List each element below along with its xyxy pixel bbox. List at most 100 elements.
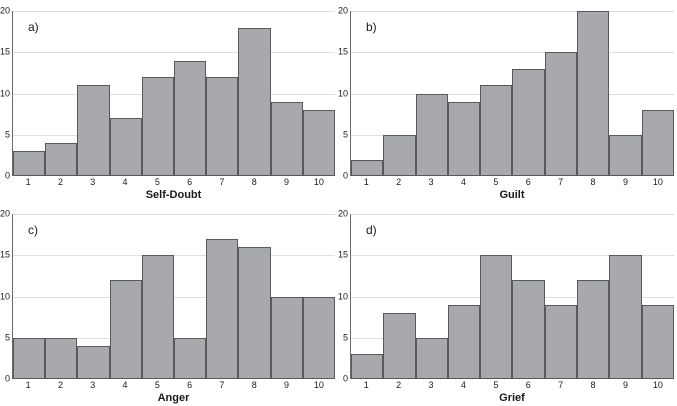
gridline xyxy=(351,52,674,54)
plot-area: d) xyxy=(350,214,674,379)
y-tick-label: 0 xyxy=(342,170,348,181)
x-tick-label: 7 xyxy=(558,380,564,390)
x-tick-label: 6 xyxy=(187,177,193,187)
bar xyxy=(13,337,46,379)
bar xyxy=(45,337,78,379)
y-tick-label: 10 xyxy=(0,88,10,98)
bar xyxy=(141,255,175,379)
bar xyxy=(447,101,481,176)
bar xyxy=(270,101,303,176)
y-tick-label: 20 xyxy=(0,208,10,219)
bar xyxy=(512,68,545,176)
y-tick-label: 5 xyxy=(4,129,10,140)
x-tick-label: 10 xyxy=(652,380,663,390)
y-tick-label: 15 xyxy=(0,46,10,57)
x-tick-label: 1 xyxy=(25,177,31,187)
chart-title: Grief xyxy=(499,392,525,404)
x-tick-label: 9 xyxy=(284,177,290,187)
x-tick-label: 2 xyxy=(396,177,402,187)
bar xyxy=(577,280,610,379)
bar xyxy=(609,134,642,176)
x-tick-label: 1 xyxy=(363,177,369,187)
x-tick-label: 10 xyxy=(313,177,324,187)
y-tick-label: 0 xyxy=(342,373,348,384)
y-axis: 0 5 10 15 20 xyxy=(0,6,12,180)
x-tick-label: 1 xyxy=(363,380,369,390)
x-tick-label: 9 xyxy=(622,380,628,390)
bar xyxy=(45,143,78,176)
chart-grief: 0 5 10 15 20 d) 1 2 3 4 5 6 7 8 9 10 Grief xyxy=(338,203,677,406)
bar xyxy=(480,255,513,379)
x-tick-label: 6 xyxy=(525,380,531,390)
panel-label: a) xyxy=(28,20,39,34)
x-tick-label: 2 xyxy=(396,380,402,390)
bar xyxy=(109,280,142,379)
x-tick-label: 8 xyxy=(251,380,257,390)
x-tick-label: 7 xyxy=(219,380,225,390)
y-tick-label: 15 xyxy=(338,249,348,260)
gridline xyxy=(13,52,335,54)
x-tick-label: 5 xyxy=(154,177,160,187)
bar xyxy=(270,296,303,379)
x-tick-label: 5 xyxy=(493,177,499,187)
plot-area: c) xyxy=(12,214,336,379)
x-tick-label: 3 xyxy=(428,177,434,187)
x-tick-label: 2 xyxy=(57,380,63,390)
chart-guilt: 0 5 10 15 20 b) 1 2 3 4 5 6 7 8 9 10 Guilt xyxy=(338,0,677,203)
y-tick-label: 10 xyxy=(338,291,348,301)
x-tick-label: 9 xyxy=(284,380,290,390)
bar xyxy=(13,151,46,176)
gridline xyxy=(13,11,335,12)
bar xyxy=(238,27,271,176)
bar xyxy=(302,296,336,379)
x-tick-label: 7 xyxy=(219,177,225,187)
y-tick-label: 0 xyxy=(4,170,10,181)
plot-area-wrap: 0 5 10 15 20 a) xyxy=(0,6,336,180)
y-tick-label: 20 xyxy=(338,5,348,16)
x-tick-label: 8 xyxy=(590,380,596,390)
bar xyxy=(141,77,175,176)
bar xyxy=(206,238,239,379)
bar xyxy=(206,77,239,176)
y-tick-label: 20 xyxy=(0,5,10,16)
x-tick-label: 8 xyxy=(590,177,596,187)
bar xyxy=(544,52,578,176)
y-tick-label: 10 xyxy=(0,291,10,301)
y-tick-label: 0 xyxy=(4,373,10,384)
bars xyxy=(351,11,674,176)
x-tick-label: 4 xyxy=(122,380,128,390)
bar xyxy=(480,85,513,176)
gridline xyxy=(351,11,674,12)
x-labels: 1 2 3 4 5 6 7 8 9 10 xyxy=(350,176,674,189)
plot-area: b) xyxy=(350,11,674,176)
plot-area: a) xyxy=(12,11,336,176)
y-axis: 0 5 10 15 20 xyxy=(338,209,350,383)
x-tick-label: 5 xyxy=(493,380,499,390)
bars xyxy=(351,214,674,379)
y-axis: 0 5 10 15 20 xyxy=(0,209,12,383)
x-tick-label: 10 xyxy=(652,177,663,187)
x-tick-label: 8 xyxy=(251,177,257,187)
chart-title: Guilt xyxy=(499,189,525,201)
bar xyxy=(577,11,610,176)
panel-label: b) xyxy=(366,20,377,34)
bar xyxy=(351,159,384,176)
panel-label: d) xyxy=(366,223,377,237)
x-tick-label: 4 xyxy=(460,380,466,390)
panel-label: c) xyxy=(28,223,38,237)
bar xyxy=(77,85,110,176)
x-tick-label: 3 xyxy=(90,380,96,390)
bar xyxy=(544,304,578,379)
bar xyxy=(383,313,416,379)
plot-area-wrap: 0 5 10 15 20 c) xyxy=(0,209,336,383)
gridline xyxy=(351,255,674,257)
y-tick-label: 15 xyxy=(0,249,10,260)
bars xyxy=(13,214,336,379)
chart-title: Anger xyxy=(157,392,190,404)
bars xyxy=(13,11,336,176)
bar xyxy=(415,337,448,379)
y-tick-label: 15 xyxy=(338,46,348,57)
y-tick-label: 5 xyxy=(342,332,348,343)
bar xyxy=(447,304,481,379)
x-tick-label: 3 xyxy=(428,380,434,390)
